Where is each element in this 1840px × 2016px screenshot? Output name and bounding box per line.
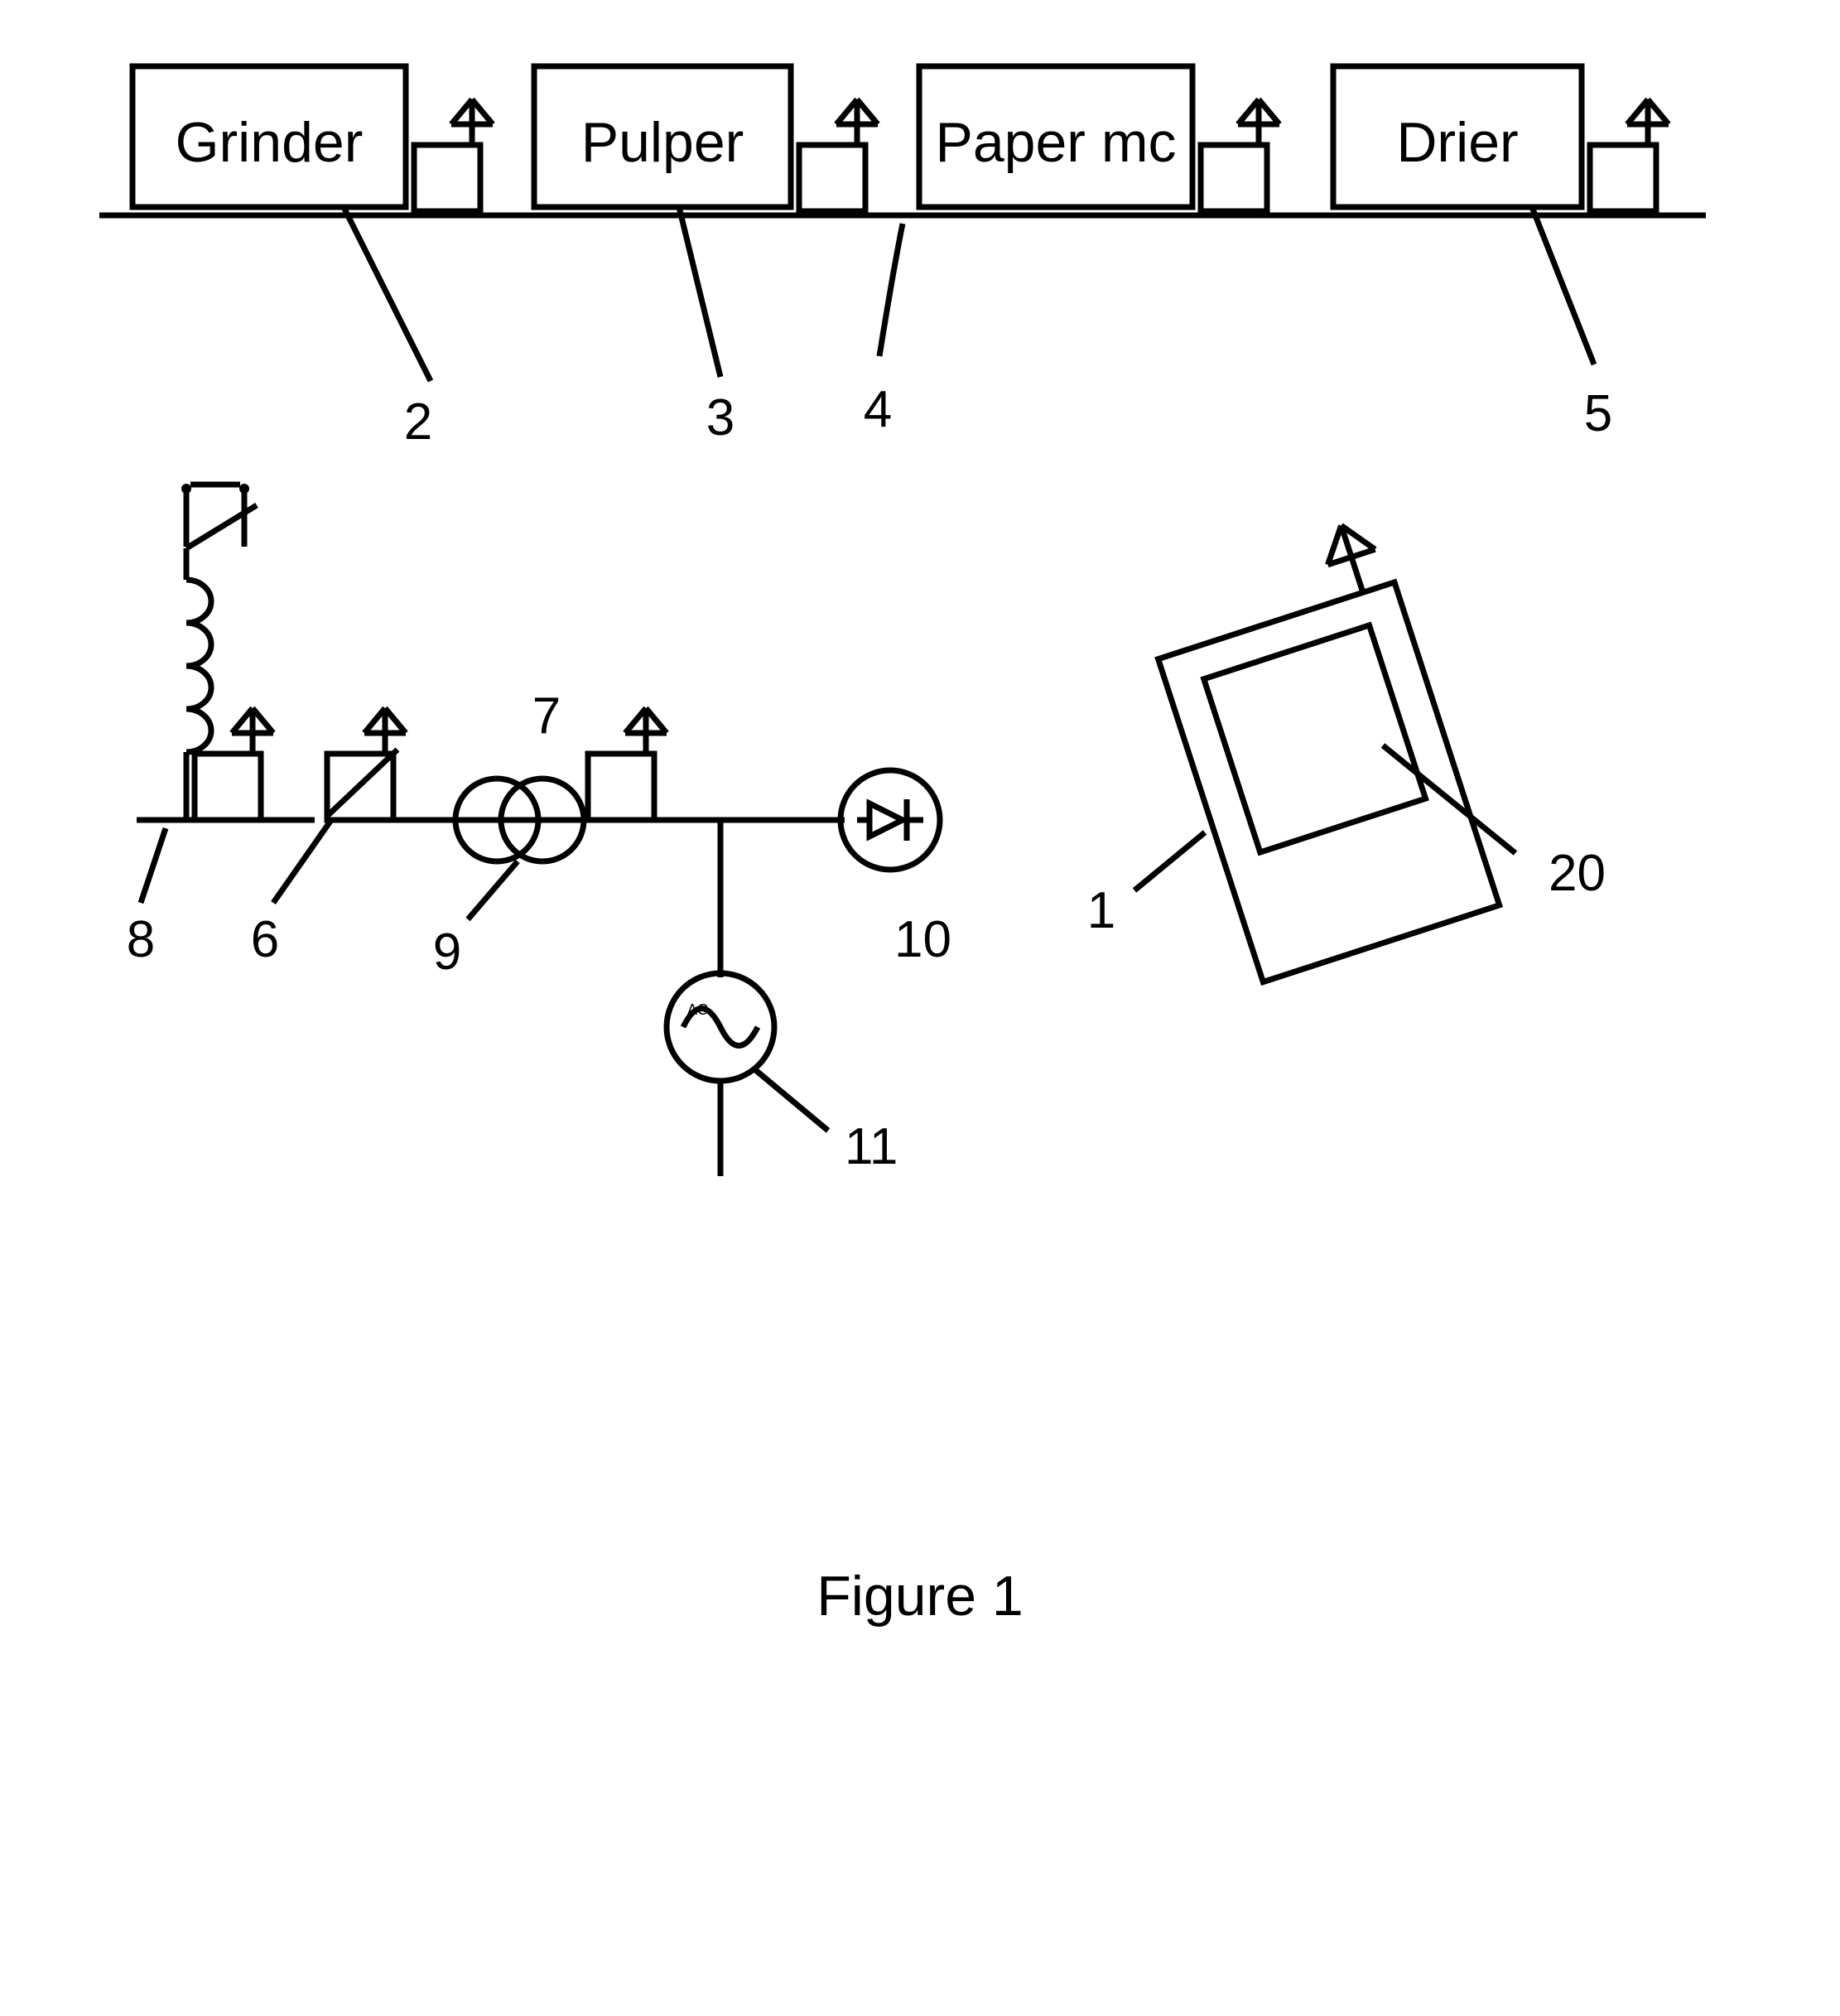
- handheld-screen: [1204, 625, 1426, 852]
- ref-20: 20: [1549, 845, 1606, 902]
- lead-5: [1532, 207, 1594, 364]
- tag-7-v1: [625, 708, 646, 733]
- diagram-svg: Grinder Pulper Paper mc Drier 2: [0, 0, 1840, 2016]
- drier-label: Drier: [1396, 111, 1518, 174]
- papermc-label: Paper mc: [936, 111, 1177, 174]
- drier-tag: [1590, 145, 1656, 211]
- grinder-label: Grinder: [176, 111, 364, 174]
- ref-11: 11: [845, 1118, 898, 1175]
- drier-antenna-v2: [1648, 99, 1669, 124]
- ref-9: 9: [433, 924, 461, 981]
- switch-6: [323, 750, 397, 820]
- pulper-antenna-v2: [857, 99, 878, 124]
- converter-10: [841, 770, 940, 870]
- papermc-antenna-v2: [1259, 99, 1279, 124]
- figure-caption: Figure 1: [816, 1565, 1023, 1628]
- tag-8-v1: [232, 708, 253, 733]
- lead-3: [679, 207, 720, 377]
- ref-4: 4: [864, 381, 892, 438]
- ref-6: 6: [251, 911, 279, 968]
- pulper-antenna-v1: [836, 99, 857, 124]
- tag-8: [195, 754, 261, 820]
- lead-4: [879, 224, 903, 356]
- tag-7-v2: [646, 708, 667, 733]
- lead-2: [344, 207, 431, 381]
- tag-6-v1: [364, 708, 385, 733]
- tag-6-v2: [385, 708, 406, 733]
- pulper-label: Pulper: [581, 111, 744, 174]
- lead-6: [273, 820, 331, 903]
- papermc-tag: [1201, 145, 1267, 211]
- ref-8: 8: [127, 911, 155, 968]
- tag-8-v2: [253, 708, 273, 733]
- ref-5: 5: [1584, 385, 1612, 442]
- pulper-tag: [799, 145, 865, 211]
- ref-7: 7: [532, 687, 561, 745]
- grinder-antenna-v2: [472, 99, 493, 124]
- grinder-antenna-v1: [451, 99, 472, 124]
- drier-antenna-v1: [1627, 99, 1648, 124]
- ref-3: 3: [706, 389, 735, 446]
- tag-7: [588, 754, 654, 820]
- grinder-tag: [414, 145, 480, 211]
- papermc-antenna-v1: [1238, 99, 1259, 124]
- ref-10: 10: [894, 911, 951, 968]
- ac-label: AC: [687, 1001, 708, 1018]
- lead-11: [754, 1068, 828, 1131]
- lead-9: [468, 861, 518, 919]
- diode-triangle: [869, 803, 903, 837]
- lead-20: [1383, 745, 1515, 853]
- lead-1: [1134, 832, 1205, 890]
- diagram-page: Grinder Pulper Paper mc Drier 2: [0, 0, 1840, 2016]
- ref-2: 2: [404, 393, 432, 451]
- handheld-device: [1136, 515, 1499, 981]
- ref-1: 1: [1087, 882, 1115, 939]
- lead-8: [141, 828, 166, 903]
